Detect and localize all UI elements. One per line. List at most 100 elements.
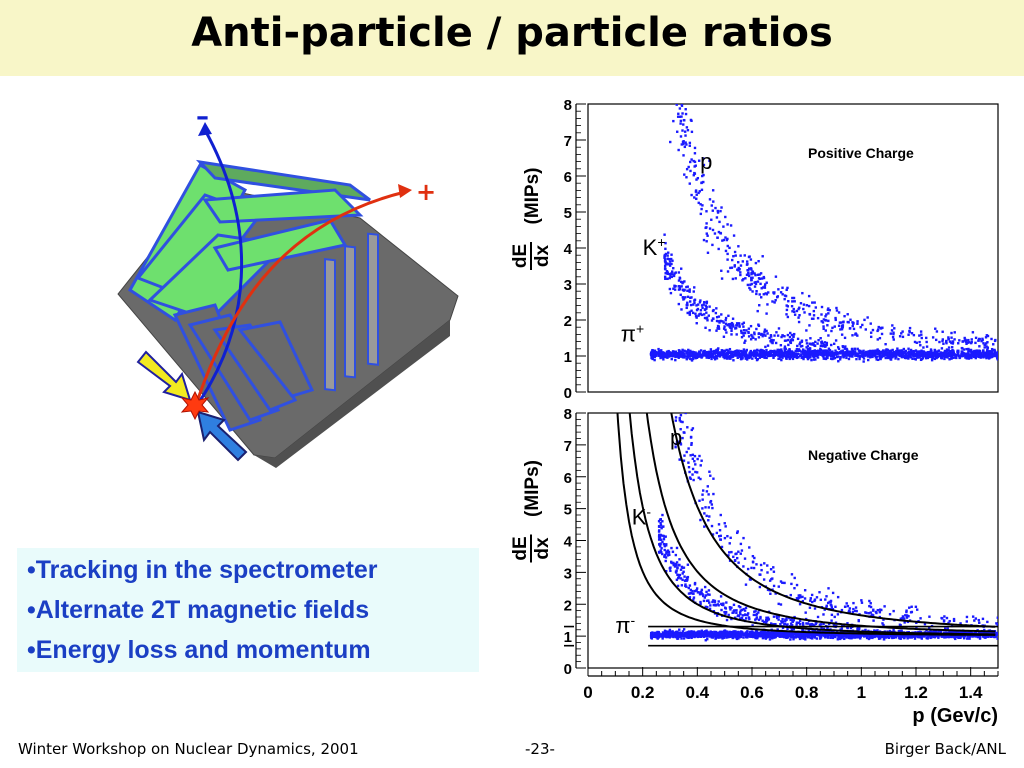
data-point — [996, 358, 998, 361]
data-point — [928, 352, 931, 356]
data-point — [690, 354, 694, 357]
data-point — [840, 634, 843, 637]
data-point — [684, 141, 687, 144]
data-point — [715, 633, 718, 636]
data-point — [722, 238, 726, 242]
data-point — [805, 346, 808, 349]
data-point — [804, 638, 807, 641]
data-point — [820, 305, 824, 309]
data-point — [946, 353, 950, 357]
data-point — [902, 350, 905, 353]
data-point — [703, 585, 707, 589]
data-point — [764, 283, 767, 286]
data-point — [729, 266, 732, 270]
data-point — [760, 351, 764, 354]
data-point — [891, 324, 894, 327]
data-point — [813, 301, 816, 304]
data-point — [653, 349, 657, 352]
data-point — [802, 307, 805, 311]
data-point — [927, 354, 930, 357]
data-point — [794, 353, 797, 357]
data-point — [908, 330, 911, 334]
data-point — [897, 357, 900, 361]
data-point — [680, 308, 683, 311]
y-tick-label: 7 — [564, 133, 572, 150]
data-point — [725, 357, 729, 360]
data-point — [730, 333, 733, 336]
yellow-beam-arrow — [136, 350, 192, 402]
data-point — [764, 334, 767, 337]
data-point — [681, 356, 685, 359]
data-point — [993, 350, 997, 353]
data-point — [991, 635, 994, 638]
data-point — [770, 341, 773, 344]
data-point — [733, 631, 737, 635]
y-tick-label: 1 — [564, 349, 572, 366]
data-point — [754, 633, 758, 637]
data-point — [722, 633, 725, 637]
data-point — [744, 355, 747, 359]
data-point — [824, 349, 827, 352]
data-point — [699, 203, 702, 206]
data-point — [685, 636, 689, 639]
data-point — [685, 306, 688, 310]
data-point — [795, 633, 799, 636]
data-point — [676, 637, 679, 640]
data-point — [735, 633, 738, 636]
data-point — [802, 348, 805, 351]
data-point — [808, 623, 812, 626]
data-point — [828, 308, 831, 312]
data-point — [670, 28, 672, 30]
data-point — [863, 318, 866, 322]
data-point — [826, 629, 830, 633]
data-point — [772, 623, 776, 626]
data-point — [784, 618, 787, 621]
data-point — [736, 356, 739, 359]
data-point — [834, 352, 838, 356]
data-point — [728, 635, 732, 638]
data-point — [925, 336, 928, 340]
data-point — [815, 637, 819, 640]
data-point — [801, 621, 805, 625]
data-point — [781, 356, 784, 359]
data-point — [661, 520, 664, 523]
data-point — [974, 336, 978, 340]
y-tick-label: 3 — [564, 277, 572, 294]
data-point — [724, 249, 728, 253]
data-point — [974, 356, 977, 360]
data-point — [720, 277, 724, 280]
data-point — [955, 356, 958, 360]
data-point — [835, 633, 838, 636]
data-point — [779, 350, 782, 353]
front-detector-plane — [212, 323, 298, 412]
data-point — [878, 634, 881, 637]
data-point — [752, 632, 755, 635]
data-point — [941, 353, 944, 356]
data-point — [808, 349, 811, 352]
data-point — [982, 353, 986, 356]
data-point — [674, 350, 678, 353]
data-point — [864, 328, 867, 331]
data-point — [933, 357, 937, 361]
data-point — [718, 220, 721, 224]
data-point — [914, 349, 918, 352]
data-point — [887, 636, 891, 640]
data-point — [748, 286, 751, 290]
data-point — [703, 308, 707, 312]
data-point — [984, 631, 987, 635]
data-point — [743, 254, 746, 257]
data-point — [937, 629, 940, 633]
data-point — [731, 611, 734, 615]
data-point — [952, 349, 955, 353]
data-point — [790, 628, 794, 631]
data-point — [808, 342, 811, 345]
data-point — [690, 358, 693, 361]
data-point — [966, 341, 970, 344]
data-point — [718, 321, 721, 324]
data-point — [791, 310, 794, 313]
data-point — [767, 351, 771, 354]
data-point — [692, 630, 696, 633]
data-point — [668, 287, 672, 291]
data-point — [679, 568, 683, 571]
